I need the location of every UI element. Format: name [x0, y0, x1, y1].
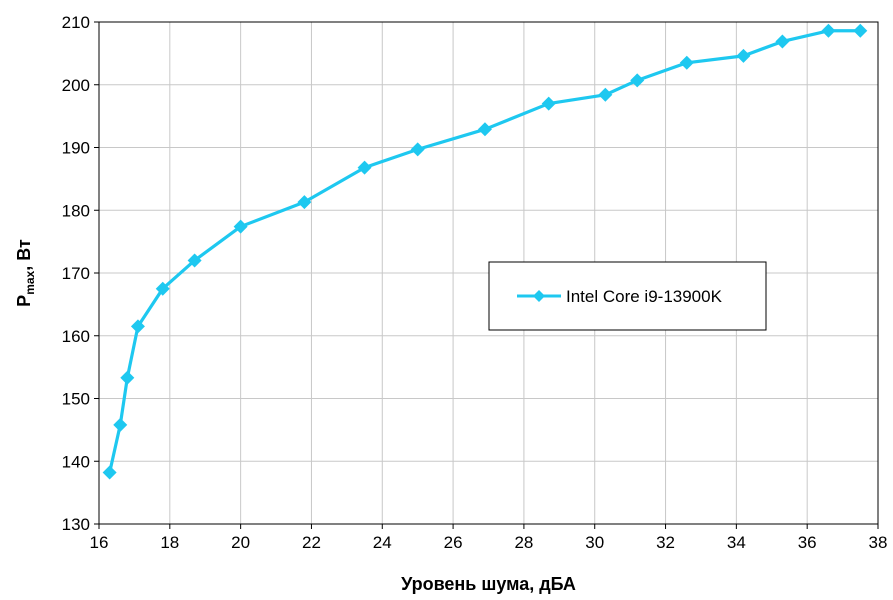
y-tick-label: 180 — [62, 201, 90, 220]
data-point — [775, 34, 790, 49]
series-layer — [102, 23, 868, 480]
data-point — [130, 319, 145, 334]
data-point — [120, 370, 135, 385]
y-tick-label: 130 — [62, 515, 90, 534]
x-tick-label: 26 — [444, 533, 463, 552]
data-point — [679, 55, 694, 70]
data-point — [853, 23, 868, 38]
y-tick-label: 170 — [62, 264, 90, 283]
x-axis: 16 18 20 22 24 26 28 30 32 34 36 38 — [90, 524, 888, 552]
x-tick-label: 32 — [656, 533, 675, 552]
x-tick-label: 16 — [90, 533, 109, 552]
data-point — [233, 219, 248, 234]
x-tick-label: 38 — [869, 533, 888, 552]
x-tick-label: 22 — [302, 533, 321, 552]
legend-marker — [533, 290, 545, 302]
data-point — [598, 87, 613, 102]
y-axis-label-main: P — [14, 295, 34, 307]
legend-label: Intel Core i9-13900K — [566, 287, 723, 306]
data-point — [410, 142, 425, 157]
data-point — [357, 160, 372, 175]
y-tick-label: 150 — [62, 390, 90, 409]
x-tick-label: 36 — [798, 533, 817, 552]
y-tick-label: 140 — [62, 452, 90, 471]
x-tick-label: 20 — [231, 533, 250, 552]
data-point — [630, 73, 645, 88]
x-tick-label: 30 — [585, 533, 604, 552]
y-axis: 130 140 150 160 170 180 190 200 210 — [62, 13, 99, 534]
legend: Intel Core i9-13900K — [488, 261, 767, 331]
x-axis-label: Уровень шума, дБА — [401, 574, 576, 594]
y-axis-label: Pmax, Вт — [14, 239, 37, 307]
data-point — [155, 281, 170, 296]
data-point — [187, 253, 202, 268]
x-tick-label: 28 — [514, 533, 533, 552]
data-point — [477, 122, 492, 137]
y-axis-label-sub: max — [23, 270, 37, 294]
data-point — [736, 48, 751, 63]
y-tick-label: 210 — [62, 13, 90, 32]
x-tick-label: 34 — [727, 533, 746, 552]
y-tick-label: 190 — [62, 139, 90, 158]
y-tick-label: 200 — [62, 76, 90, 95]
data-point — [297, 195, 312, 210]
x-tick-label: 18 — [160, 533, 179, 552]
data-point — [821, 23, 836, 38]
data-point — [113, 417, 128, 432]
x-tick-label: 24 — [373, 533, 392, 552]
y-tick-label: 160 — [62, 327, 90, 346]
y-axis-label-rest: , Вт — [14, 239, 34, 271]
data-point — [102, 465, 117, 480]
series-line — [108, 29, 861, 473]
data-point — [541, 96, 556, 111]
